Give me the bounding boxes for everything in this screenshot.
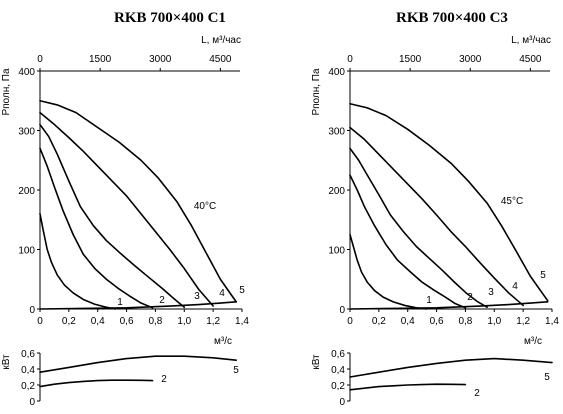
curve-label-5: 5: [540, 270, 546, 281]
temperature-annotation: 40°C: [194, 201, 216, 212]
power-curve-label-2: 2: [474, 388, 480, 399]
curve-4: [39, 111, 214, 307]
x-tick-label: 0,2: [372, 316, 386, 327]
curve-4: [349, 126, 524, 307]
x-tick-label: 0,4: [401, 316, 415, 327]
system-resistance-line: [39, 301, 238, 310]
x2-tick-label: 3000: [459, 54, 482, 65]
power-y-tick-label: 0,2: [21, 381, 35, 392]
power-curve-5: [349, 357, 553, 378]
power-curve-2: [39, 379, 154, 388]
curve-1: [349, 233, 428, 310]
temperature-annotation: 45°C: [501, 196, 523, 207]
power-curve-label-2: 2: [161, 374, 167, 385]
x-tick-label: 1,4: [545, 316, 559, 327]
x-tick-label: 0,8: [458, 316, 472, 327]
y-tick-label: 400: [18, 67, 35, 78]
curve-label-4: 4: [219, 288, 225, 299]
x2-tick-label: 1500: [89, 54, 112, 65]
x-tick-label: 0: [347, 316, 353, 327]
y-tick-label: 200: [18, 186, 35, 197]
power-y-tick-label: 0,2: [331, 381, 345, 392]
power-y-axis-title: кВт: [311, 354, 322, 370]
x2-tick-label: 3000: [149, 54, 172, 65]
x-tick-label: 1,0: [487, 316, 501, 327]
curve-1: [39, 213, 116, 310]
y-tick-label: 100: [328, 246, 345, 257]
y-tick-label: 100: [18, 246, 35, 257]
x-axis-title: м³/с: [214, 336, 232, 347]
power-y-tick-label: 0: [339, 397, 345, 408]
y-tick-label: 200: [328, 186, 345, 197]
x2-tick-label: 4500: [519, 54, 542, 65]
curve-label-3: 3: [194, 291, 200, 302]
power-curve-label-5: 5: [544, 372, 550, 383]
power-curve-2: [349, 383, 467, 391]
curve-2: [39, 147, 154, 309]
y-tick-label: 300: [18, 127, 35, 138]
power-y-tick-label: 0,4: [331, 365, 345, 376]
power-y-tick-label: 0: [29, 397, 35, 408]
y-axis-title: Рполн, Па: [311, 68, 322, 116]
curve-3: [349, 147, 488, 309]
curve-2: [349, 174, 467, 309]
system-resistance-line: [349, 301, 549, 310]
x-axis-title: м³/с: [524, 336, 542, 347]
x-tick-label: 1,2: [206, 316, 220, 327]
power-curve-5: [39, 355, 238, 374]
curve-label-3: 3: [488, 287, 494, 298]
x-tick-label: 1,0: [177, 316, 191, 327]
y-tick-label: 0: [29, 305, 35, 316]
x-tick-label: 0: [37, 316, 43, 327]
x2-axis-title: L, м³/час: [511, 35, 551, 46]
x-tick-label: 0,6: [120, 316, 134, 327]
x-tick-label: 0,6: [430, 316, 444, 327]
curve-label-2: 2: [467, 292, 473, 303]
y-tick-label: 300: [328, 127, 345, 138]
curve-5: [349, 102, 549, 302]
x2-tick-label: 4500: [209, 54, 232, 65]
chart-title: RKB 700×400 C3: [396, 10, 508, 26]
x2-tick-label: 1500: [399, 54, 422, 65]
power-y-tick-label: 0,6: [331, 349, 345, 360]
power-y-axis-title: кВт: [1, 354, 12, 370]
x-tick-label: 1,4: [235, 316, 249, 327]
x-tick-label: 0,4: [91, 316, 105, 327]
x2-tick-label: 0: [347, 54, 353, 65]
chart-title: RKB 700×400 C1: [114, 10, 226, 26]
curve-label-4: 4: [512, 281, 518, 292]
x-tick-label: 0,8: [148, 316, 162, 327]
y-tick-label: 0: [339, 305, 345, 316]
x-tick-label: 1,2: [516, 316, 530, 327]
curve-label-1: 1: [426, 295, 432, 306]
curve-3: [39, 123, 186, 309]
curve-5: [39, 99, 238, 303]
curve-label-1: 1: [117, 297, 123, 308]
x2-axis-title: L, м³/час: [201, 35, 241, 46]
power-y-tick-label: 0,4: [21, 365, 35, 376]
x2-tick-label: 0: [37, 54, 43, 65]
curve-label-5: 5: [239, 285, 245, 296]
curve-label-2: 2: [159, 295, 165, 306]
y-axis-title: Рполн, Па: [1, 68, 12, 116]
y-tick-label: 400: [328, 67, 345, 78]
x-tick-label: 0,2: [62, 316, 76, 327]
power-y-tick-label: 0,6: [21, 349, 35, 360]
power-curve-label-5: 5: [233, 365, 239, 376]
